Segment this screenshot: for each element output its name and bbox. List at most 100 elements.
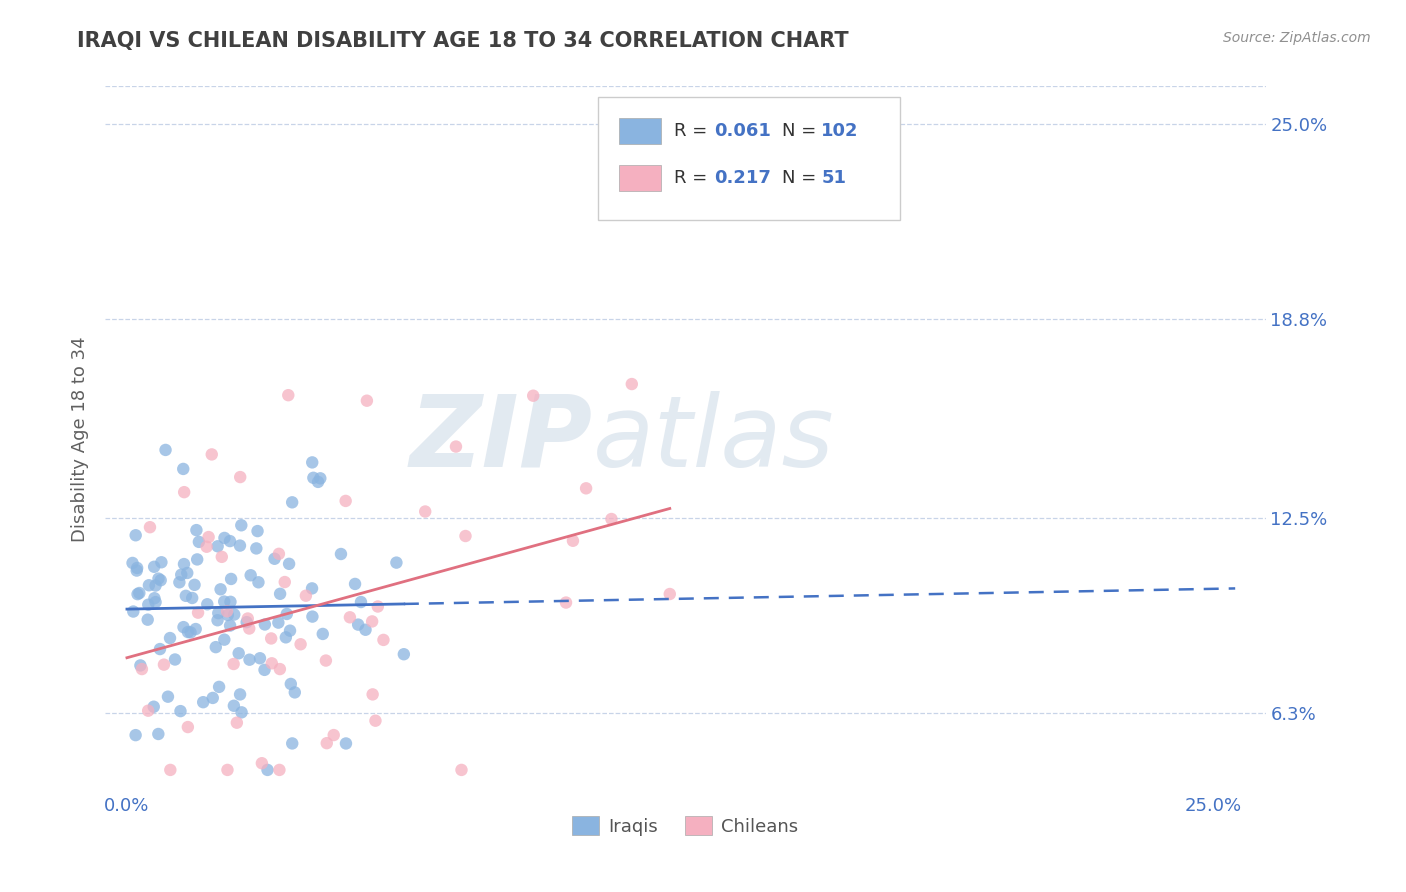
Point xyxy=(302,471,325,485)
Point xyxy=(263,551,285,566)
Point xyxy=(172,462,194,476)
Point xyxy=(163,652,186,666)
Point xyxy=(121,556,143,570)
Text: 0.217: 0.217 xyxy=(714,169,772,187)
FancyBboxPatch shape xyxy=(619,165,661,191)
Point xyxy=(235,615,257,630)
Point xyxy=(269,587,291,601)
Text: R =: R = xyxy=(673,122,713,140)
Point xyxy=(267,615,290,630)
Point xyxy=(347,617,370,632)
Point xyxy=(228,646,250,660)
Point xyxy=(361,615,384,629)
Point xyxy=(236,611,259,625)
Point xyxy=(155,442,177,457)
Point xyxy=(159,631,181,645)
Point xyxy=(274,631,297,645)
Point xyxy=(176,566,198,580)
Point xyxy=(312,627,335,641)
Point xyxy=(339,610,361,624)
Point xyxy=(129,658,152,673)
Point xyxy=(173,485,195,500)
Point xyxy=(207,613,229,627)
Point xyxy=(335,736,357,750)
Point xyxy=(181,591,204,605)
Point xyxy=(373,632,395,647)
Point xyxy=(269,662,291,676)
Point xyxy=(214,531,236,545)
Point xyxy=(197,530,219,544)
Point xyxy=(392,647,415,661)
Point xyxy=(187,534,209,549)
Point xyxy=(350,595,373,609)
Point xyxy=(247,575,270,590)
Point xyxy=(281,736,304,750)
Point xyxy=(215,604,238,618)
Point xyxy=(575,481,598,495)
Point xyxy=(367,599,389,614)
Point xyxy=(159,763,181,777)
Point xyxy=(184,622,207,636)
Point xyxy=(195,597,218,611)
Point xyxy=(284,685,307,699)
Point xyxy=(253,663,276,677)
Legend: Iraqis, Chileans: Iraqis, Chileans xyxy=(565,809,806,843)
Point xyxy=(413,504,436,518)
Point xyxy=(450,763,472,777)
Point xyxy=(522,389,544,403)
Point xyxy=(253,617,276,632)
Point xyxy=(143,591,166,606)
Point xyxy=(149,573,172,587)
Point xyxy=(125,528,148,542)
Point xyxy=(136,704,159,718)
Point xyxy=(173,557,195,571)
Point xyxy=(229,687,252,701)
Point xyxy=(131,662,153,676)
Point xyxy=(224,607,246,622)
Point xyxy=(600,512,623,526)
Point xyxy=(124,728,146,742)
Point xyxy=(145,578,167,592)
Point xyxy=(217,763,239,777)
Text: 0.061: 0.061 xyxy=(714,122,772,140)
Point xyxy=(128,586,150,600)
Point xyxy=(344,577,367,591)
Point xyxy=(195,540,218,554)
Point xyxy=(249,651,271,665)
Point xyxy=(193,695,215,709)
Point xyxy=(142,699,165,714)
Point xyxy=(169,704,191,718)
Point xyxy=(238,653,260,667)
Point xyxy=(169,575,191,590)
Point xyxy=(444,440,467,454)
Text: 51: 51 xyxy=(821,169,846,187)
Point xyxy=(214,632,236,647)
Point xyxy=(209,582,232,597)
Point xyxy=(229,539,252,553)
Point xyxy=(219,572,242,586)
Point xyxy=(143,559,166,574)
Point xyxy=(301,455,323,469)
Point xyxy=(658,587,681,601)
Point xyxy=(153,657,176,672)
FancyBboxPatch shape xyxy=(599,97,900,220)
Text: 102: 102 xyxy=(821,122,859,140)
Point xyxy=(239,568,262,582)
Point xyxy=(204,640,226,654)
Point xyxy=(454,529,477,543)
Point xyxy=(364,714,387,728)
Point xyxy=(217,607,239,622)
Point xyxy=(238,622,260,636)
Point xyxy=(207,539,229,553)
Point xyxy=(186,552,208,566)
Point xyxy=(295,589,318,603)
Point xyxy=(136,598,159,612)
Point xyxy=(620,377,643,392)
Point xyxy=(139,520,162,534)
Point xyxy=(201,690,224,705)
Point xyxy=(186,523,208,537)
Point xyxy=(177,625,200,640)
Point xyxy=(281,495,304,509)
FancyBboxPatch shape xyxy=(619,118,661,144)
Point xyxy=(315,654,337,668)
